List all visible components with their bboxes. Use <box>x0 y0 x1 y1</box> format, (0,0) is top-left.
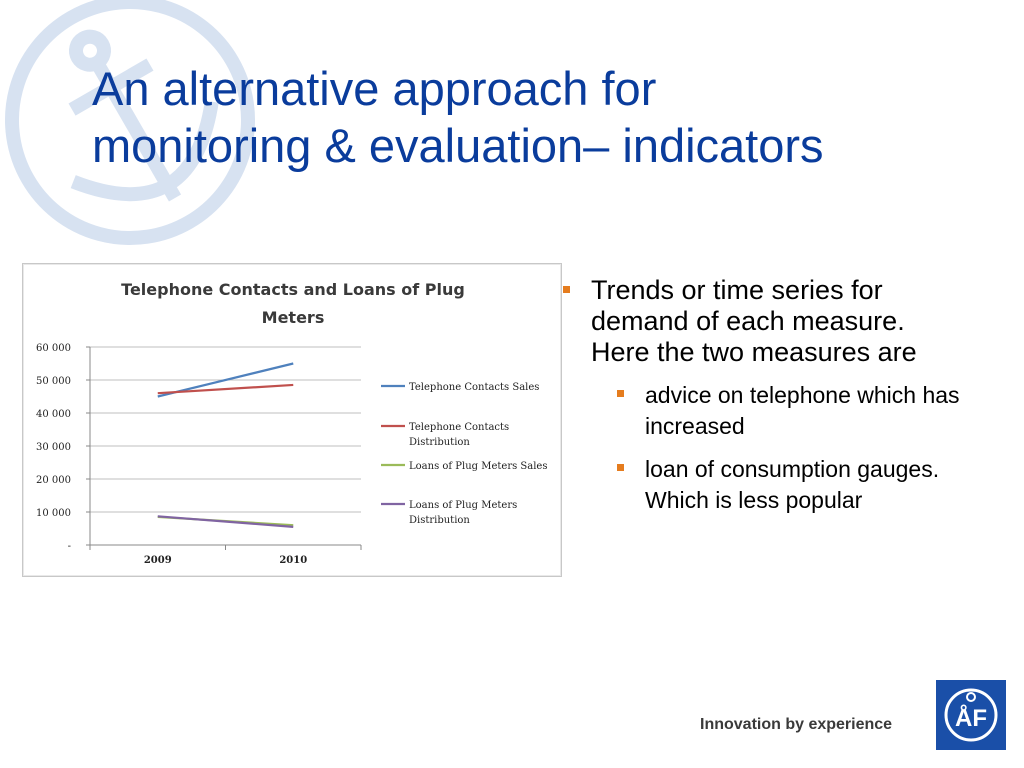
y-tick-label: 50 000 <box>36 376 71 387</box>
chart-canvas: Telephone Contacts and Loans of Plug Mete… <box>36 280 547 566</box>
anchor-watermark-icon <box>4 0 255 245</box>
legend-label: Distribution <box>409 515 470 526</box>
y-tick-label: 20 000 <box>36 475 71 486</box>
x-tick-label: 2009 <box>144 555 172 566</box>
bullet-list: Trends or time series for demand of each… <box>563 275 963 528</box>
af-logo-icon: ÅF <box>936 680 1006 750</box>
sub-bullet-item: loan of consumption gauges. Which is les… <box>563 454 963 516</box>
y-tick-label: 10 000 <box>36 508 71 519</box>
series-line <box>157 515 294 528</box>
chart-title-line: Meters <box>262 308 325 327</box>
sub-bullet-text: advice on telephone which has increased <box>645 382 960 439</box>
x-tick-label: 2010 <box>279 555 307 566</box>
legend-label: Loans of Plug Meters <box>409 500 517 511</box>
legend-label: Telephone Contacts <box>409 422 509 433</box>
line-chart: Telephone Contacts and Loans of Plug Mete… <box>22 263 562 577</box>
legend-label: Distribution <box>409 437 470 448</box>
legend-label: Telephone Contacts Sales <box>409 382 539 393</box>
chart-title-line: Telephone Contacts and Loans of Plug <box>121 280 465 299</box>
bullet-item: Trends or time series for demand of each… <box>563 275 963 368</box>
logo-text: ÅF <box>955 704 987 732</box>
bullet-square-icon <box>617 390 624 397</box>
legend-label: Loans of Plug Meters Sales <box>409 461 547 472</box>
title-line-1: An alternative approach for <box>92 62 657 115</box>
slide-title: An alternative approach for monitoring &… <box>92 60 992 174</box>
bullet-square-icon <box>563 286 570 293</box>
sub-bullet-text: loan of consumption gauges. Which is les… <box>645 456 940 513</box>
y-tick-label: 30 000 <box>36 442 71 453</box>
title-line-2: monitoring & evaluation– indicators <box>92 119 824 172</box>
y-tick-label: - <box>68 541 71 552</box>
series-line <box>157 383 294 395</box>
bullet-square-icon <box>617 464 624 471</box>
y-tick-label: 60 000 <box>36 343 71 354</box>
y-tick-label: 40 000 <box>36 409 71 420</box>
sub-bullet-item: advice on telephone which has increased <box>563 380 963 442</box>
bullet-text: Trends or time series for demand of each… <box>591 275 917 367</box>
tagline: Innovation by experience <box>700 716 893 733</box>
